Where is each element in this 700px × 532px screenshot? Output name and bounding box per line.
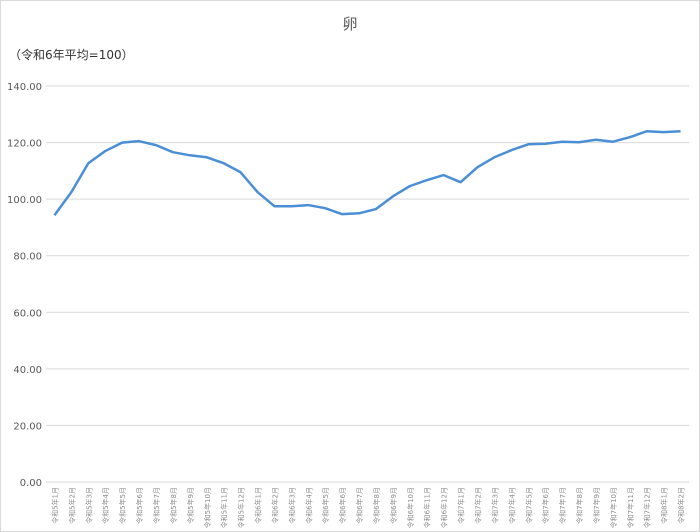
x-tick-label: 令和6年6月 (338, 487, 347, 524)
y-tick-label: 80.00 (13, 252, 42, 263)
y-tick-label: 120.00 (7, 139, 42, 150)
x-tick-label: 令和7年6月 (541, 487, 550, 524)
x-tick-label: 令和6年3月 (287, 487, 296, 524)
x-tick-label: 令和6年7月 (355, 487, 364, 524)
x-tick-label: 令和6年11月 (423, 487, 432, 528)
x-tick-label: 令和7年3月 (490, 487, 499, 524)
x-tick-label: 令和6年2月 (270, 487, 279, 524)
y-tick-label: 20.00 (13, 421, 42, 432)
x-tick-label: 令和6年10月 (406, 487, 415, 528)
x-tick-label: 令和7年7月 (558, 487, 567, 524)
x-tick-label: 令和7年10月 (609, 487, 618, 528)
chart-title: 卵 (342, 15, 357, 33)
x-tick-label: 令和5年6月 (135, 487, 144, 524)
y-tick-label: 100.00 (7, 195, 42, 206)
x-tick-label: 令和7年9月 (592, 487, 601, 524)
x-tick-label: 令和6年5月 (321, 487, 330, 524)
x-tick-label: 令和5年2月 (67, 487, 76, 524)
x-tick-label: 令和7年5月 (524, 487, 533, 524)
x-tick-label: 令和7年11月 (626, 487, 635, 528)
x-tick-label: 令和5年10月 (203, 487, 212, 528)
x-tick-label: 令和6年4月 (304, 487, 313, 524)
x-tick-label: 令和7年2月 (473, 487, 482, 524)
x-tick-label: 令和6年8月 (372, 487, 381, 524)
x-tick-label: 令和6年1月 (254, 487, 263, 524)
x-tick-label: 令和5年8月 (169, 487, 178, 524)
y-tick-label: 60.00 (13, 308, 42, 319)
x-tick-label: 令和6年12月 (440, 487, 449, 528)
x-tick-label: 令和7年8月 (575, 487, 584, 524)
x-tick-label: 令和7年4月 (507, 487, 516, 524)
x-tick-label: 令和5年12月 (237, 487, 246, 528)
x-tick-label: 令和5年11月 (220, 487, 229, 528)
x-tick-label: 令和5年7月 (152, 487, 161, 524)
x-tick-label: 令和5年3月 (84, 487, 93, 524)
x-tick-label: 令和5年4月 (101, 487, 110, 524)
x-tick-label: 令和7年1月 (457, 487, 466, 524)
y-tick-label: 40.00 (13, 365, 42, 376)
x-tick-label: 令和5年5月 (118, 487, 127, 524)
x-tick-label: 令和6年9月 (389, 487, 398, 524)
x-tick-label: 令和5年9月 (186, 487, 195, 524)
x-tick-label: 令和8年1月 (660, 487, 669, 524)
data-line (53, 130, 681, 217)
x-tick-label: 令和5年1月 (50, 487, 59, 524)
y-tick-label: 140.00 (7, 82, 42, 93)
y-tick-label: 0.00 (20, 478, 42, 489)
x-tick-label: 令和8年2月 (677, 487, 686, 524)
x-tick-label: 令和7年12月 (643, 487, 652, 528)
y-axis-unit-label: （令和6年平均=100） (9, 47, 134, 62)
